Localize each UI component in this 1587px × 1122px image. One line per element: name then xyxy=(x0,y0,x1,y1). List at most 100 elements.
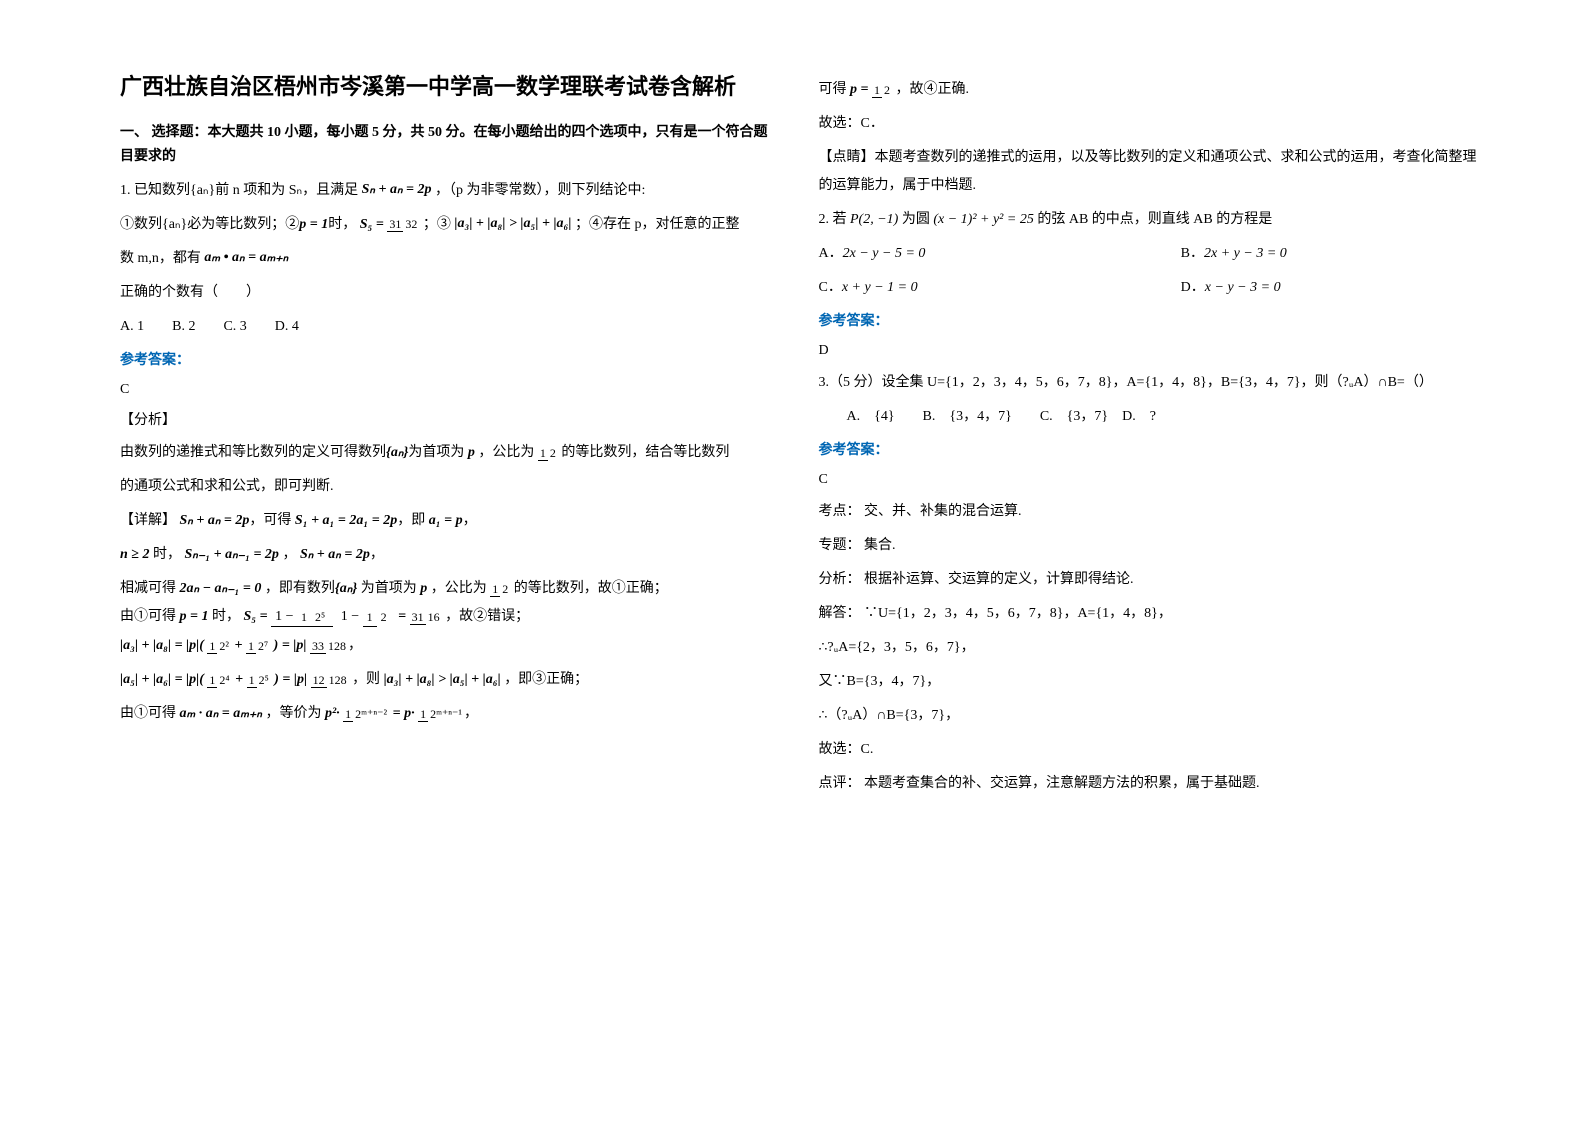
q1-formula-sn: Sₙ + aₙ = 2p xyxy=(362,183,432,197)
plus1: + xyxy=(235,638,246,653)
q2C: x + y − 1 = 0 xyxy=(842,280,918,295)
d2c: Sₙ₋₁ + aₙ₋₁ = 2p xyxy=(184,547,278,562)
d2a: n ≥ 2 xyxy=(120,547,149,562)
d3e: ，公比为 xyxy=(431,581,487,596)
q3-kd: 考点： 交、并、补集的混合运算. xyxy=(819,498,1478,526)
q1-r1: 可得 p = 12 ，故④正确. xyxy=(819,76,1478,104)
d3a: 相减可得 xyxy=(120,581,176,596)
q1-r2: 故选：C． xyxy=(819,110,1478,138)
jd1-text: ∵U={1，2，3，4，5，6，7，8}，A={1，4，8}， xyxy=(864,606,1172,621)
q3-jd3: 又∵B={3，4，7}， xyxy=(819,668,1478,696)
answer-label-3: 参考答案： xyxy=(819,439,1478,459)
d4b: p = 1 xyxy=(180,609,209,624)
q3-stem: 3.（5 分）设全集 U={1，2，3，4，5，6，7，8}，A={1，4，8}… xyxy=(819,369,1478,397)
plus2: + xyxy=(235,672,246,687)
q2-answer: D xyxy=(819,338,1478,363)
f62: 12⁵ xyxy=(247,674,271,686)
q1-l2b: 时， xyxy=(328,217,356,232)
p-sym2: p xyxy=(417,581,431,596)
d5e: ) = |p| xyxy=(274,638,307,653)
d1b: ，可得 xyxy=(249,513,291,528)
f71t: 1 xyxy=(343,707,353,722)
q3-jd4: ∴（?ᵤA）∩B={3，7}， xyxy=(819,702,1478,730)
half-bot: 2 xyxy=(548,446,558,460)
d1d: ，即 xyxy=(397,513,425,528)
dp-label: 点评： xyxy=(819,776,861,791)
q1-l3f: aₘ • aₙ = aₘ₊ₙ xyxy=(204,251,288,265)
q1-l3a: 数 m,n，都有 xyxy=(120,251,204,266)
hb2: 2 xyxy=(500,582,510,596)
s5big: S₅ = xyxy=(243,609,271,624)
d3c: ，即有数列 xyxy=(265,581,335,596)
answer-label-1: 参考答案： xyxy=(120,349,779,369)
f72b: 2ᵐ⁺ⁿ⁻¹ xyxy=(428,707,464,721)
q1-l2d: ；④存在 p，对任意的正整 xyxy=(575,217,740,232)
d4c: 时， xyxy=(212,609,240,624)
r1a: 可得 xyxy=(819,82,847,97)
f51t: 1 xyxy=(207,639,217,654)
d3d: 为首项为 xyxy=(361,581,417,596)
right-column: 可得 p = 12 ，故④正确. 故选：C． 【点睛】本题考查数列的递推式的运用… xyxy=(799,70,1498,1082)
s5-big-frac: 1 − 12⁵ 1 − 12 xyxy=(271,609,395,624)
f52b: 2⁷ xyxy=(256,639,270,653)
q1-l2a: ①数列{aₙ}必为等比数列；② xyxy=(120,217,299,232)
dp-text: 本题考查集合的补、交运算，注意解题方法的积累，属于基础题. xyxy=(864,776,1260,791)
f72t: 1 xyxy=(418,707,428,722)
r1t: 1 xyxy=(872,83,882,98)
half-top: 1 xyxy=(538,446,548,461)
q1-line2: ①数列{aₙ}必为等比数列；②p = 1时， S₅ = 3132 ；③ |a₃|… xyxy=(120,211,779,239)
d1: Sₙ + aₙ = 2p xyxy=(180,513,250,528)
q1-comment-text: 本题考查数列的递推式的运用，以及等比数列的定义和通项公式、求和公式的运用，考查化… xyxy=(819,150,1477,193)
d6j: ，即③正确； xyxy=(504,672,588,687)
q1-s5: S₅ = xyxy=(360,217,388,232)
f53b: 128 xyxy=(326,639,348,653)
eq: = xyxy=(398,609,409,624)
q3-jd2: ∴?ᵤA={2，3，5，6，7}， xyxy=(819,634,1478,662)
f72: 12ᵐ⁺ⁿ⁻¹ xyxy=(418,708,464,720)
d1c: S₁ + a₁ = 2a₁ = 2p xyxy=(295,513,397,528)
ht2: 1 xyxy=(490,582,500,597)
analysis-label: 【分析】 xyxy=(120,408,779,433)
q2d: (x − 1)² + y² = 25 xyxy=(933,212,1034,227)
f63: 12128 xyxy=(311,674,349,686)
f62b: 2⁵ xyxy=(257,673,271,687)
q1-ana1b: 为首项为 xyxy=(408,445,464,460)
jd-label: 解答： xyxy=(819,606,861,621)
r1: 31 xyxy=(410,610,426,625)
d7a: 由①可得 xyxy=(120,706,176,721)
d7g: = p· xyxy=(393,706,415,721)
p-sym: p xyxy=(464,445,478,460)
q2a: 2. 若 xyxy=(819,212,847,227)
f53: 33128 xyxy=(310,640,348,652)
f63b: 128 xyxy=(327,673,349,687)
f61t: 1 xyxy=(207,673,217,688)
q1-detail-6: |a₅| + |a₆| = |p|( 12⁴ + 12⁵ ) = |p| 121… xyxy=(120,666,779,694)
half-frac-2: 12 xyxy=(490,583,510,595)
q1-s5-den: 32 xyxy=(403,217,419,231)
comment-label: 【点睛】 xyxy=(819,150,875,165)
q1-answer: C xyxy=(120,377,779,402)
q3-zt: 专题： 集合. xyxy=(819,532,1478,560)
q2-optA: A．2x − y − 5 = 0 xyxy=(819,240,1181,268)
q1-detail-3: 相减可得 2aₙ − aₙ₋₁ = 0 ，即有数列{aₙ} 为首项为 p ，公比… xyxy=(120,575,779,603)
peq: p = xyxy=(850,82,872,97)
f63t: 12 xyxy=(311,673,327,688)
q2D: x − y − 3 = 0 xyxy=(1205,280,1281,295)
q1-ana2: 的通项公式和求和公式，即可判断. xyxy=(120,473,779,501)
q2B: 2x + y − 3 = 0 xyxy=(1204,246,1287,261)
q1-ana1d: 的等比数列，结合等比数列 xyxy=(561,445,729,460)
d6i: |a₃| + |a₈| > |a₅| + |a₆| xyxy=(384,672,501,687)
q3-dp: 点评： 本题考查集合的补、交运算，注意解题方法的积累，属于基础题. xyxy=(819,770,1478,798)
s5bft: 1 − 12⁵ xyxy=(271,607,333,627)
n4: 2 xyxy=(377,608,391,626)
d7b: aₘ · aₙ = aₘ₊ₙ xyxy=(180,706,262,721)
q1-detail-5: |a₃| + |a₈| = |p|( 12² + 12⁷ ) = |p| 331… xyxy=(120,632,779,660)
q1-intro: 1. 已知数列{aₙ}前 n 项和为 Sₙ，且满足 xyxy=(120,183,362,198)
q1-s5-num: 31 xyxy=(387,217,403,232)
q3-jd1: 解答： ∵U={1，2，3，4，5，6，7，8}，A={1，4，8}， xyxy=(819,600,1478,628)
q2c: 为圆 xyxy=(902,212,930,227)
q1-abs: |a₃| + |a₈| > |a₅| + |a₆| xyxy=(454,217,571,231)
q1-detail-4: 由①可得 p = 1 时， S₅ = 1 − 12⁵ 1 − 12 = 3116… xyxy=(120,609,779,626)
q3-fx: 分析： 根据补运算、交运算的定义，计算即得结论. xyxy=(819,566,1478,594)
q2-optB: B．2x + y − 3 = 0 xyxy=(1181,240,1477,268)
